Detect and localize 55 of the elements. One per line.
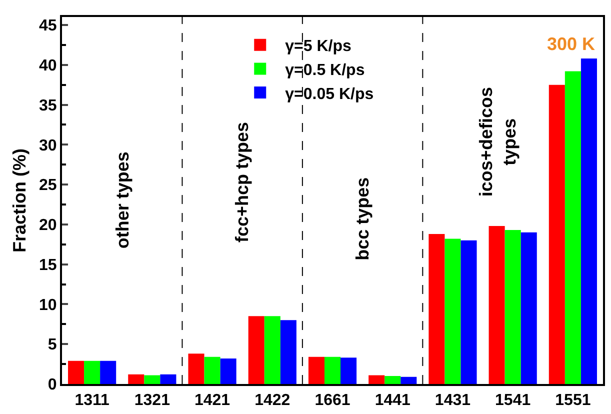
bar [128,374,144,384]
bar [580,58,597,384]
bar [564,71,581,384]
bar [340,358,357,384]
bar [488,226,505,384]
annotation: other types [112,152,133,249]
x-tick-label: 1441 [374,392,411,410]
y-tick-label: 25 [39,177,57,194]
x-tick-label: 1321 [134,392,170,410]
bar [520,232,537,384]
bar [548,84,565,384]
bar [460,240,477,384]
y-tick-label: 0 [48,376,57,394]
y-tick-label: 10 [39,296,57,314]
bar [188,354,204,384]
bar [368,375,385,384]
y-tick-label: 5 [48,336,57,354]
x-tick-label: 1551 [555,392,591,410]
bar [220,358,236,384]
bar [204,356,220,384]
bar [144,375,160,384]
bar [400,376,417,384]
x-tick-label: 1311 [74,392,110,410]
legend-label: γ=5 K/ps [285,38,352,56]
bar [428,234,445,384]
annotation: icos+deficos types [476,87,520,197]
bar [280,320,296,384]
bar [264,316,280,384]
bar [68,360,84,384]
bar [100,360,116,384]
y-axis-title: Fraction (%) [10,148,30,253]
bar [324,356,341,384]
bar [384,376,401,384]
legend-label: γ=0.5 K/ps [285,62,365,79]
annotation: 300 K [547,34,596,54]
y-tick-label: 40 [39,57,57,74]
bar [444,238,461,384]
x-tick-label: 1422 [254,392,290,410]
y-tick-label: 20 [39,217,57,234]
x-tick-label: 1431 [434,392,471,410]
bar [84,360,100,384]
y-tick-label: 15 [39,256,57,274]
x-tick-label: 1421 [194,392,230,410]
x-tick-label: 1661 [314,392,350,410]
annotation: fcc+hcp types [232,122,252,242]
y-tick-label: 30 [39,137,57,154]
bar [308,356,324,384]
bar [160,374,176,384]
y-tick-label: 45 [39,18,57,35]
bar [248,316,264,384]
legend-label: γ=0.05 K/ps [285,86,374,103]
y-tick-label: 35 [39,97,57,114]
annotation: bcc types [352,177,373,260]
x-tick-label: 1541 [495,392,531,410]
bar [504,230,521,384]
